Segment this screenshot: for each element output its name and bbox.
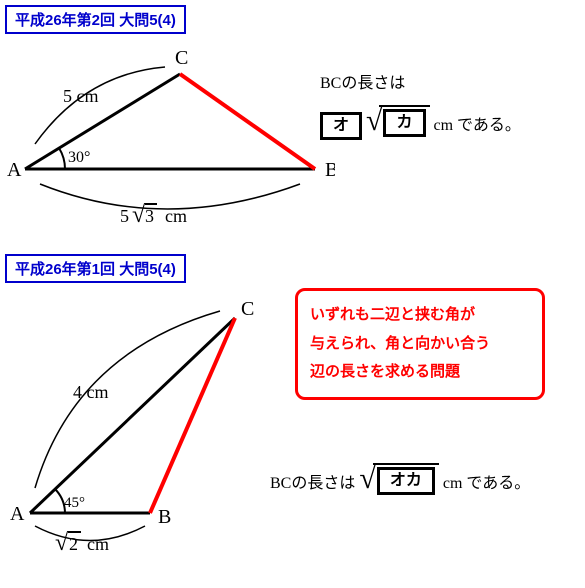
callout-line2: 与えられ、角と向かい合う xyxy=(310,330,530,359)
svg-text:4 cm: 4 cm xyxy=(73,382,109,402)
problem-2-title: 平成26年第1回 大問5(4) xyxy=(5,254,186,283)
svg-text:C: C xyxy=(241,298,254,320)
answer-2: BCの長さは √ オカ cm である。 xyxy=(270,463,530,495)
callout-line3: 辺の長さを求める問題 xyxy=(310,358,530,387)
svg-text:C: C xyxy=(175,47,188,69)
sqrt-icon: √ xyxy=(366,106,382,136)
callout-line1: いずれも二辺と挟む角が xyxy=(310,301,530,330)
svg-text:√: √ xyxy=(132,202,146,228)
callout-box: いずれも二辺と挟む角が 与えられ、角と向かい合う 辺の長さを求める問題 xyxy=(295,288,545,400)
problem-1: 平成26年第2回 大問5(4) A B C 30° 5 cm 5 √ 3 cm xyxy=(5,5,580,234)
blank-o: オ xyxy=(320,112,362,140)
svg-text:5: 5 xyxy=(120,206,129,226)
blank-oka: オカ xyxy=(377,467,435,495)
svg-text:cm: cm xyxy=(165,206,187,226)
answer-1-lead: BCの長さは xyxy=(320,69,521,93)
blank-ka: カ xyxy=(383,109,425,137)
svg-text:2: 2 xyxy=(69,534,78,553)
svg-text:cm: cm xyxy=(87,534,109,553)
svg-text:30°: 30° xyxy=(68,149,90,166)
svg-text:A: A xyxy=(10,503,25,525)
svg-text:45°: 45° xyxy=(64,495,85,511)
triangle-2: A B C 45° 4 cm √ 2 cm xyxy=(5,283,335,553)
sqrt-icon-2: √ xyxy=(359,464,375,494)
answer-2-lead: BCの長さは xyxy=(270,475,355,492)
svg-text:3: 3 xyxy=(145,206,154,226)
svg-text:B: B xyxy=(158,506,171,528)
answer-1: BCの長さは オ √ カ cm である。 xyxy=(320,69,521,140)
svg-text:√: √ xyxy=(55,530,69,553)
triangle-1: A B C 30° 5 cm 5 √ 3 cm xyxy=(5,34,335,234)
problem-1-title: 平成26年第2回 大問5(4) xyxy=(5,5,186,34)
problem-2: 平成26年第1回 大問5(4) A B C 45° 4 cm √ 2 cm xyxy=(5,254,580,563)
answer-2-tail: cm である。 xyxy=(443,475,530,492)
answer-1-tail: cm である。 xyxy=(434,117,521,134)
svg-text:A: A xyxy=(7,159,22,181)
svg-text:B: B xyxy=(325,159,335,181)
svg-text:5 cm: 5 cm xyxy=(63,86,99,106)
